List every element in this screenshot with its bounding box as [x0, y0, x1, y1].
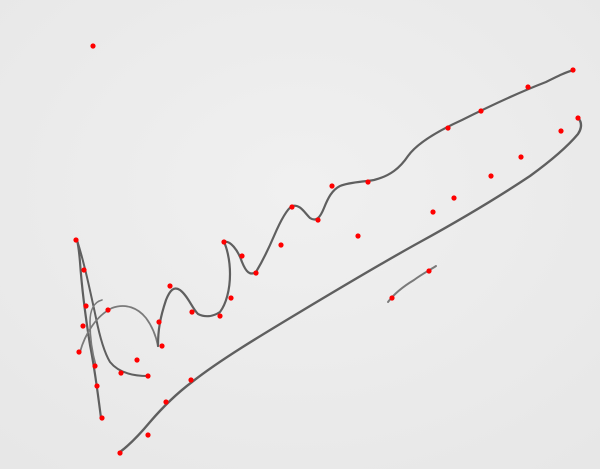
- keypoint-marker: [156, 319, 162, 325]
- keypoint-marker: [355, 233, 361, 239]
- keypoint-marker: [90, 43, 96, 49]
- signature-stroke-underline: [118, 116, 583, 454]
- keypoint-marker: [445, 125, 451, 131]
- signature-stroke-a-loop: [89, 299, 103, 367]
- keypoint-marker: [163, 399, 169, 405]
- keypoint-marker: [253, 270, 259, 276]
- keypoint-marker: [239, 253, 245, 259]
- keypoint-marker: [278, 242, 284, 248]
- keypoint-marker: [145, 432, 151, 438]
- signature-stroke-a-right: [76, 239, 149, 377]
- keypoint-marker: [575, 115, 581, 121]
- keypoint-marker: [94, 383, 100, 389]
- keypoint-marker: [389, 295, 395, 301]
- keypoint-marker: [329, 183, 335, 189]
- keypoint-marker: [188, 377, 194, 383]
- keypoint-marker: [289, 204, 295, 210]
- keypoint-marker: [430, 209, 436, 215]
- keypoint-marker: [426, 268, 432, 274]
- keypoint-marker: [451, 195, 457, 201]
- keypoint-marker: [525, 84, 531, 90]
- keypoint-marker: [558, 128, 564, 134]
- keypoint-marker: [99, 415, 105, 421]
- signature-stroke-a-crossbar: [79, 305, 159, 353]
- keypoint-marker: [518, 154, 524, 160]
- keypoint-marker: [145, 373, 151, 379]
- keypoint-marker: [117, 450, 123, 456]
- keypoint-marker: [365, 179, 371, 185]
- keypoint-marker: [134, 357, 140, 363]
- keypoint-marker: [488, 173, 494, 179]
- keypoint-marker: [570, 67, 576, 73]
- keypoint-marker: [73, 237, 79, 243]
- keypoint-marker: [76, 349, 82, 355]
- keypoint-marker: [80, 323, 86, 329]
- keypoint-marker: [92, 363, 98, 369]
- keypoint-marker: [167, 283, 173, 289]
- keypoint-marker: [228, 295, 234, 301]
- keypoint-marker: [81, 267, 87, 273]
- keypoint-markers: [73, 43, 581, 456]
- keypoint-marker: [315, 217, 321, 223]
- keypoint-marker: [83, 303, 89, 309]
- signature-strokes: [75, 68, 583, 454]
- keypoint-marker: [478, 108, 484, 114]
- keypoint-marker: [221, 239, 227, 245]
- keypoint-marker: [189, 309, 195, 315]
- signature-stroke-a-left: [75, 238, 103, 420]
- keypoint-marker: [105, 307, 111, 313]
- signature-stroke-word: [156, 68, 576, 348]
- keypoint-marker: [118, 370, 124, 376]
- keypoint-marker: [159, 343, 165, 349]
- keypoint-marker: [217, 313, 223, 319]
